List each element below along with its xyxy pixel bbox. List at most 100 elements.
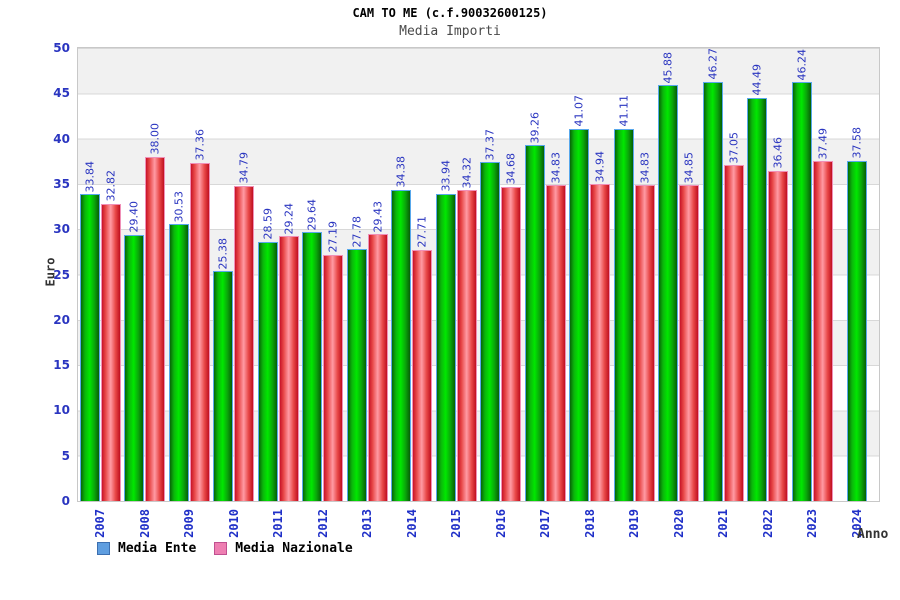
year-group-2019: 41.11 34.83 2019 xyxy=(612,48,657,538)
year-group-2018: 41.07 34.94 2018 xyxy=(568,48,613,538)
bar-green-2008: 29.40 xyxy=(124,201,145,501)
x-tick-label-2017: 2017 xyxy=(538,509,553,538)
bar-green-2009: 30.53 xyxy=(168,191,189,501)
year-group-2023: 46.24 37.49 2023 xyxy=(790,48,835,538)
x-tick-label-2011: 2011 xyxy=(271,509,286,538)
x-tick-label-2014: 2014 xyxy=(404,509,419,538)
bar-value-label: 28.59 xyxy=(261,208,275,240)
year-group-2015: 33.94 34.32 2015 xyxy=(434,48,479,538)
bar-value-label: 27.78 xyxy=(350,215,364,248)
bar-value-label: 41.11 xyxy=(617,95,631,127)
bar-value-label: 34.85 xyxy=(682,151,696,184)
bar-red-2016: 34.68 xyxy=(501,153,522,501)
x-tick-label-2010: 2010 xyxy=(226,509,241,538)
bar-value-label: 27.71 xyxy=(415,216,429,248)
bar-value-label: 37.49 xyxy=(816,127,830,160)
y-tick-label: 40 xyxy=(53,131,70,146)
y-tick-label: 25 xyxy=(53,267,70,282)
bar-red-2008: 38.00 xyxy=(145,123,166,501)
year-group-2008: 29.40 38.00 2008 xyxy=(123,48,168,538)
bar-red-2023: 37.49 xyxy=(812,128,833,501)
bar-value-label: 41.07 xyxy=(572,95,586,127)
bar-value-label: 46.27 xyxy=(706,48,720,80)
x-tick-label-2008: 2008 xyxy=(137,509,152,538)
year-group-2016: 37.37 34.68 2016 xyxy=(479,48,524,538)
x-tick-label-2023: 2023 xyxy=(805,509,820,538)
bar-value-label: 37.05 xyxy=(727,131,741,164)
bar-value-label: 33.94 xyxy=(439,160,453,192)
legend: Media Ente Media Nazionale xyxy=(97,541,371,556)
bar-red-2013: 29.43 xyxy=(367,201,388,501)
y-tick-label: 50 xyxy=(53,41,70,55)
x-tick-label-2009: 2009 xyxy=(182,509,197,538)
bar-value-label: 25.38 xyxy=(216,237,230,270)
y-tick-label: 10 xyxy=(53,403,70,418)
y-tick-label: 15 xyxy=(53,358,70,373)
y-tick-label: 5 xyxy=(61,448,70,463)
bar-value-label: 34.32 xyxy=(460,156,474,189)
x-tick-label-2007: 2007 xyxy=(93,509,108,538)
plot-area: 0 5 10 15 20 25 30 35 40 45 50 33.84 32.82 2007 29.40… xyxy=(53,41,880,538)
year-group-2024: 37.58 2024 xyxy=(835,48,880,538)
y-tick-label: 30 xyxy=(53,222,70,237)
bar-value-label: 32.82 xyxy=(104,170,118,202)
bar-value-label: 34.79 xyxy=(237,152,251,184)
bar-red-2012: 27.19 xyxy=(323,221,344,501)
bar-green-2023: 46.24 xyxy=(791,49,812,501)
bar-green-2018: 41.07 xyxy=(569,95,590,501)
bar-green-2013: 27.78 xyxy=(346,216,367,501)
bar-red-2019: 34.83 xyxy=(634,152,655,501)
bar-value-label: 45.88 xyxy=(661,51,675,84)
bar-green-2011: 28.59 xyxy=(257,208,278,501)
x-tick-label-2015: 2015 xyxy=(449,509,464,538)
bar-red-2022: 36.46 xyxy=(768,137,789,501)
bar-value-label: 29.40 xyxy=(127,201,141,233)
bar-value-label: 34.94 xyxy=(593,150,607,183)
x-tick-label-2018: 2018 xyxy=(582,509,597,538)
bar-value-label: 39.26 xyxy=(528,111,542,144)
year-group-2014: 34.38 27.71 2014 xyxy=(390,48,435,538)
legend-item: Media Ente xyxy=(97,541,196,556)
bar-green-2015: 33.94 xyxy=(435,160,456,501)
bar-red-2009: 37.36 xyxy=(189,129,210,501)
year-group-2013: 27.78 29.43 2013 xyxy=(345,48,390,538)
legend-swatch-icon xyxy=(97,542,110,555)
bar-value-label: 34.83 xyxy=(549,151,563,184)
legend-swatch-icon xyxy=(214,542,228,555)
bar-value-label: 34.83 xyxy=(638,151,652,184)
chart-subtitle: Media Importi xyxy=(399,24,501,39)
bar-red-2007: 32.82 xyxy=(100,170,121,501)
bar-red-2021: 37.05 xyxy=(723,132,744,501)
x-tick-label-2020: 2020 xyxy=(671,509,686,538)
y-tick-label: 20 xyxy=(53,312,70,327)
year-group-2020: 45.88 34.85 2020 xyxy=(657,48,702,538)
x-tick-label-2019: 2019 xyxy=(627,509,642,538)
bar-value-label: 38.00 xyxy=(148,123,162,155)
bar-value-label: 37.36 xyxy=(193,129,207,161)
x-tick-label-2022: 2022 xyxy=(760,509,775,538)
y-tick-label: 0 xyxy=(61,494,70,508)
year-group-2017: 39.26 34.83 2017 xyxy=(523,48,568,538)
bar-value-label: 46.24 xyxy=(795,48,809,81)
bar-value-label: 36.46 xyxy=(771,137,785,169)
bar-red-2017: 34.83 xyxy=(545,152,566,501)
x-tick-label-2021: 2021 xyxy=(716,509,731,538)
year-group-2010: 25.38 34.79 2010 xyxy=(212,48,257,538)
bar-green-2024: 37.58 xyxy=(846,127,867,501)
bar-green-2022: 44.49 xyxy=(747,64,768,501)
x-tick-label-2016: 2016 xyxy=(493,509,508,538)
y-axis-title: Euro xyxy=(43,257,58,287)
chart-title: CAM TO ME (c.f.90032600125) xyxy=(352,6,548,20)
year-group-2021: 46.27 37.05 2021 xyxy=(701,48,746,538)
bar-green-2010: 25.38 xyxy=(213,238,234,501)
year-group-2011: 28.59 29.24 2011 xyxy=(256,48,301,538)
bar-red-2010: 34.79 xyxy=(234,152,255,501)
bar-green-2007: 33.84 xyxy=(79,161,100,501)
bar-value-label: 44.49 xyxy=(750,64,764,96)
bar-value-label: 30.53 xyxy=(172,190,186,223)
legend-label: Media Nazionale xyxy=(235,541,353,556)
year-group-2012: 29.64 27.19 2012 xyxy=(301,48,346,538)
x-tick-label-2012: 2012 xyxy=(315,509,330,538)
bar-red-2020: 34.85 xyxy=(679,152,700,501)
